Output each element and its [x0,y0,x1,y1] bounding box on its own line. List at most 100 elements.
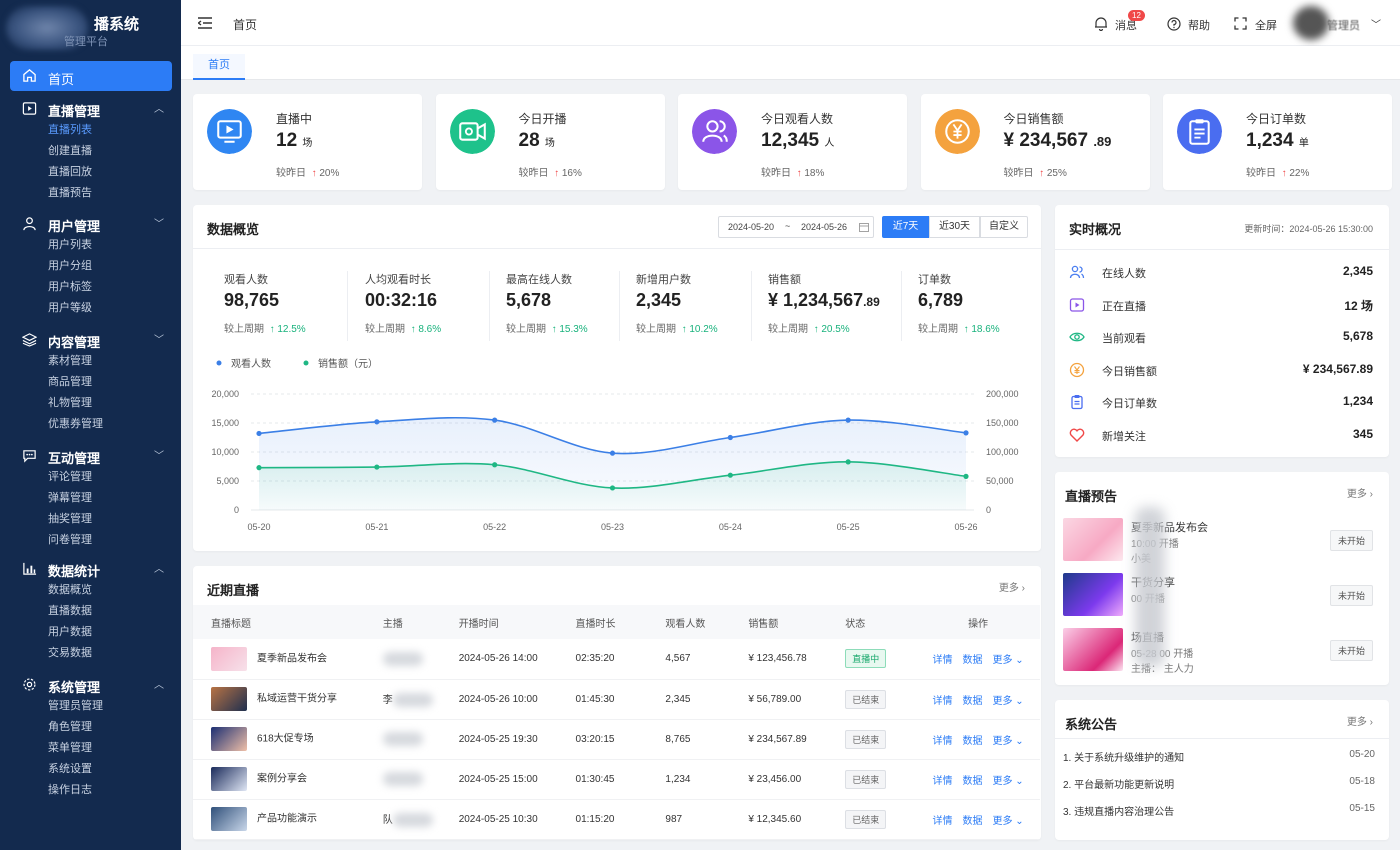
table-row[interactable]: 案例分享会 2024-05-25 15:00 01:30:45 1,234 ¥ … [193,759,1040,800]
range-7-days-button[interactable]: 近7天 [882,216,929,238]
more-dropdown[interactable]: 更多 ⌄ [992,736,1023,747]
more-dropdown[interactable]: 更多 ⌄ [992,696,1023,707]
table-row[interactable]: 产品功能演示 队 2024-05-25 10:30 01:15:20 987 ¥… [193,799,1040,840]
sidebar-item-user-tag[interactable]: 用户标签 [48,281,92,293]
live-thumbnail [211,727,247,751]
sidebar-item-trade-data[interactable]: 交易数据 [48,647,92,659]
divider [1055,738,1389,739]
sidebar-item-lottery[interactable]: 抽奖管理 [48,513,92,525]
sidebar-item-home[interactable]: 首页 [10,61,172,91]
notice-date: 05-18 [1349,776,1375,787]
sidebar-item-create-live[interactable]: 创建直播 [48,145,92,157]
stat-number: 1,234 [1246,130,1294,151]
fullscreen-button[interactable]: 全屏 [1234,14,1279,34]
y-tick-left: 15,000 [211,418,239,428]
change-value: 8.6% [418,324,442,335]
range-custom-button[interactable]: 自定义 [980,216,1028,238]
more-dropdown[interactable]: 更多 ⌄ [992,816,1023,827]
data-link[interactable]: 数据 [962,735,983,747]
data-overview-title: 数据概览 [207,222,260,237]
preview-card: 直播预告 更多 › 夏季新品发布会 10:00 开播 小美 未开始 干货分享 0… [1055,472,1389,685]
notice-item[interactable]: 1. 关于系统升级维护的通知 05-20 [1063,749,1375,764]
detail-link[interactable]: 详情 [932,655,953,667]
column-header: 直播标题 [193,605,383,639]
sidebar-item-live-data[interactable]: 直播数据 [48,605,92,617]
sidebar-item-settings[interactable]: 系统设置 [48,763,92,775]
stat-value: ¥ 234,567 .89 [1004,130,1112,152]
sidebar-item-user-data[interactable]: 用户数据 [48,626,92,638]
sidebar-item-comments[interactable]: 评论管理 [48,471,92,483]
preview-item[interactable]: 夏季新品发布会 10:00 开播 小美 未开始 [1063,518,1383,568]
detail-link[interactable]: 详情 [932,735,953,747]
more-dropdown[interactable]: 更多 ⌄ [992,776,1023,787]
sidebar-item-materials[interactable]: 素材管理 [48,355,92,367]
notice-item[interactable]: 3. 违规直播内容治理公告 05-15 [1063,803,1375,818]
notice-item[interactable]: 2. 平台最新功能更新说明 05-18 [1063,776,1375,791]
menu-group-header[interactable]: 用户管理 ﹀ [0,213,181,235]
heart-icon [1069,428,1085,442]
menu-group-header[interactable]: 数据统计 ︿ [0,558,181,580]
sidebar-item-roles[interactable]: 角色管理 [48,721,92,733]
stat-value: 28 场 [519,130,555,152]
sidebar-item-live-list[interactable]: 直播列表 [48,124,92,136]
update-value: 2024-05-26 15:30:00 [1289,224,1373,234]
messages-button[interactable]: 消息 12 [1094,10,1145,34]
compare-label: 较上周期 [506,324,546,335]
notice-text: 1. 关于系统升级维护的通知 [1063,753,1185,764]
detail-link[interactable]: 详情 [932,775,953,787]
sidebar-item-coupons[interactable]: 优惠券管理 [48,418,103,430]
date-range-picker[interactable]: 2024-05-20 ~ 2024-05-26 [718,216,874,238]
more-dropdown[interactable]: 更多 ⌄ [992,655,1023,666]
sidebar-item-products[interactable]: 商品管理 [48,376,92,388]
data-link[interactable]: 数据 [962,775,983,787]
realtime-label: 新增关注 [1102,430,1146,443]
sidebar-item-danmaku[interactable]: 弹幕管理 [48,492,92,504]
menu-group-header[interactable]: 内容管理 ﹀ [0,329,181,351]
menu-group-live: 直播管理 ︿ 直播列表 创建直播 直播回放 直播预告 [0,98,181,204]
data-link[interactable]: 数据 [962,655,983,667]
live-views: 4,567 [665,639,749,680]
preview-more-link[interactable]: 更多 › [1347,485,1373,500]
sidebar-item-data-overview[interactable]: 数据概览 [48,584,92,596]
kpi-number: 5,678 [506,290,552,310]
gear-icon [23,678,36,691]
data-link[interactable]: 数据 [962,815,983,827]
breadcrumb: 首页 [233,18,258,32]
fullscreen-icon [1234,17,1247,30]
sidebar-item-replay[interactable]: 直播回放 [48,166,92,178]
help-button[interactable]: 帮助 [1167,14,1212,34]
table-row[interactable]: 618大促专场 2024-05-25 19:30 03:20:15 8,765 … [193,719,1040,760]
notices-more-link[interactable]: 更多 › [1347,713,1373,728]
sidebar-item-user-list[interactable]: 用户列表 [48,239,92,251]
menu-group-header[interactable]: 互动管理 ﹀ [0,445,181,467]
change-value: 12.5% [277,324,306,335]
range-30-days-button[interactable]: 近30天 [929,216,980,238]
menu-group-header[interactable]: 直播管理 ︿ [0,98,181,120]
sidebar-item-user-level[interactable]: 用户等级 [48,302,92,314]
sidebar-item-user-group[interactable]: 用户分组 [48,260,92,272]
sidebar-item-gifts[interactable]: 礼物管理 [48,397,92,409]
menu-group-header[interactable]: 系统管理 ︿ [0,674,181,696]
table-row[interactable]: 私域运营干货分享 李 2024-05-26 10:00 01:45:30 2,3… [193,679,1040,720]
data-point [374,464,380,470]
stat-value: 1,234 单 [1246,130,1309,152]
preview-item[interactable]: 干货分享 00 开播 未开始 [1063,573,1383,623]
sidebar-item-preview[interactable]: 直播预告 [48,187,92,199]
sidebar-item-admins[interactable]: 管理员管理 [48,700,103,712]
realtime-label: 正在直播 [1102,300,1146,313]
detail-link[interactable]: 详情 [932,695,953,707]
live-start: 2024-05-26 10:00 [458,679,576,720]
data-link[interactable]: 数据 [962,695,983,707]
detail-link[interactable]: 详情 [932,815,953,827]
tab-home[interactable]: 首页 [193,54,245,80]
menu-fold-icon[interactable] [198,17,212,29]
recent-lives-table: 直播标题 主播 开播时间 直播时长 观看人数 销售额 状态 操作 夏季新品发布会 2024-0… [193,605,1040,840]
table-row[interactable]: 夏季新品发布会 2024-05-26 14:00 02:35:20 4,567 … [193,639,1040,680]
preview-item[interactable]: 场直播 05-28 00 开播 主播： 主人力 未开始 [1063,628,1383,678]
user-menu[interactable]: 管理员 ﹀ [1293,6,1393,40]
sidebar-item-survey[interactable]: 问卷管理 [48,534,92,546]
recent-more-link[interactable]: 更多 › [999,579,1025,594]
sidebar-item-menus[interactable]: 菜单管理 [48,742,92,754]
privacy-blur [392,813,433,828]
sidebar-item-logs[interactable]: 操作日志 [48,784,92,796]
